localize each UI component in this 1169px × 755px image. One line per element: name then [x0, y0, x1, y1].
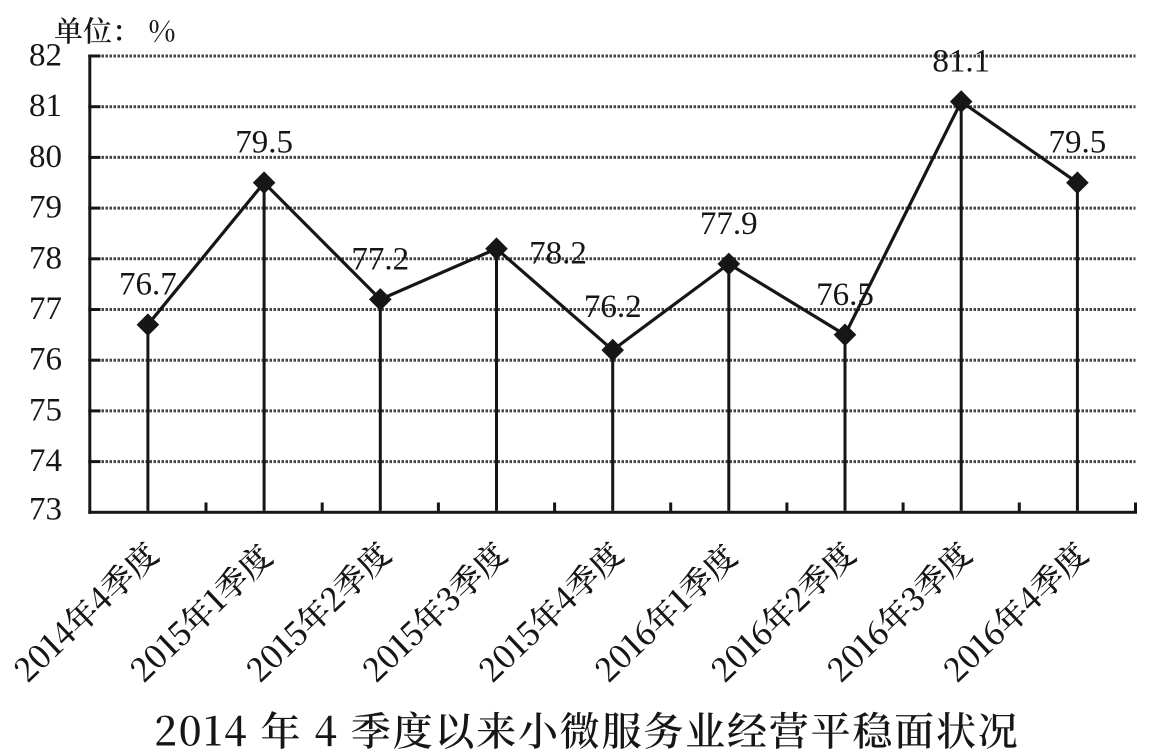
svg-text:77.9: 77.9: [700, 206, 758, 242]
svg-text:81.1: 81.1: [932, 44, 990, 80]
svg-text:79.5: 79.5: [1049, 125, 1107, 161]
svg-text:75: 75: [29, 392, 62, 428]
svg-text:82: 82: [29, 38, 62, 74]
svg-text:79.5: 79.5: [235, 125, 293, 161]
svg-text:76: 76: [29, 342, 62, 378]
svg-text:79: 79: [29, 190, 62, 226]
svg-text:80: 80: [29, 139, 62, 175]
svg-text:74: 74: [29, 443, 62, 479]
svg-text:77.2: 77.2: [351, 241, 409, 277]
svg-text:77: 77: [29, 291, 62, 327]
svg-text:76.7: 76.7: [119, 267, 177, 303]
svg-text:76.2: 76.2: [584, 289, 642, 325]
svg-text:81: 81: [29, 88, 62, 124]
svg-text:78: 78: [29, 240, 62, 276]
svg-text:76.5: 76.5: [816, 277, 874, 313]
svg-text:73: 73: [29, 492, 62, 528]
svg-text:78.2: 78.2: [529, 236, 587, 272]
